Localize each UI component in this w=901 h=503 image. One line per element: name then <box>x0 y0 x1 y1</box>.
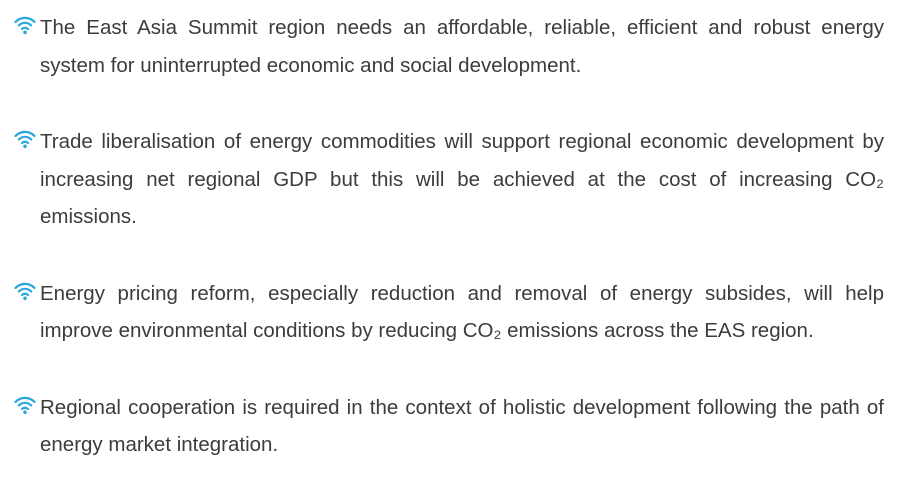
bullet-text: Trade liberalisation of energy commoditi… <box>40 130 884 228</box>
wifi-icon <box>14 130 36 149</box>
wifi-icon <box>14 282 36 300</box>
bullet-item: Trade liberalisation of energy commoditi… <box>0 123 901 236</box>
bullet-item: The East Asia Summit region needs an aff… <box>0 9 901 84</box>
bullet-text: Regional cooperation is required in the … <box>40 395 884 457</box>
bullet-text: Energy pricing reform, especially reduct… <box>40 281 884 343</box>
bullet-item: Energy pricing reform, especially reduct… <box>0 275 901 350</box>
bullet-text: The East Asia Summit region needs an aff… <box>40 16 884 77</box>
wifi-icon <box>14 16 36 35</box>
bullet-item: Regional cooperation is required in the … <box>0 389 901 464</box>
wifi-icon <box>14 396 36 414</box>
bullet-list: The East Asia Summit region needs an aff… <box>0 9 901 503</box>
